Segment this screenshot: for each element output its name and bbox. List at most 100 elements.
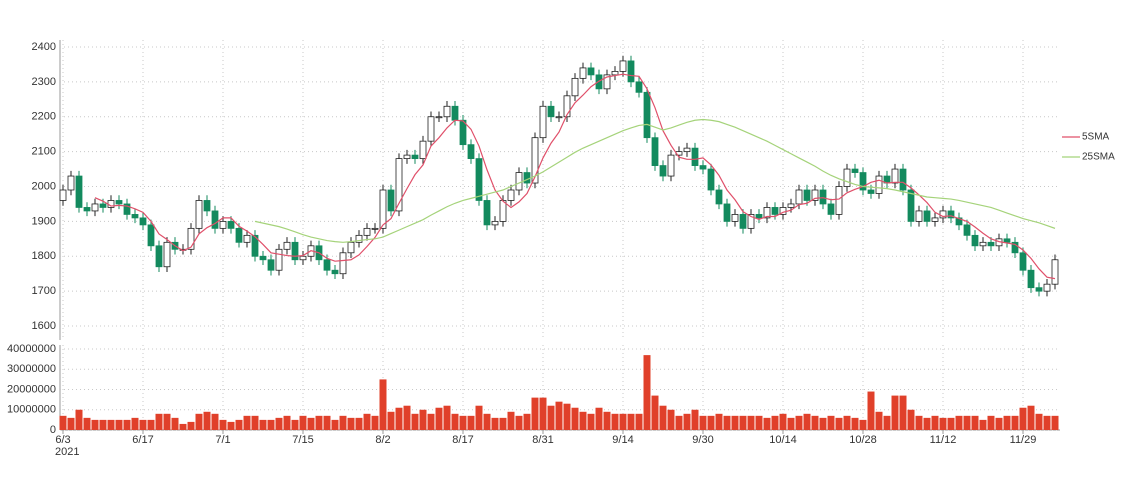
candle-body: [1011, 241, 1019, 254]
candle-body: [819, 189, 827, 205]
volume-bar: [75, 409, 83, 430]
candle-body: [915, 210, 923, 222]
volume-bar: [243, 415, 251, 430]
candle-body: [931, 217, 939, 222]
candle-body: [371, 227, 379, 230]
volume-bar: [91, 419, 99, 430]
candle-body: [91, 203, 99, 212]
candle-body: [395, 158, 403, 212]
x-tick-label: 10/28: [849, 434, 877, 446]
volume-bar: [651, 395, 659, 430]
y-tick-label: 2000: [32, 180, 56, 192]
volume-bar: [779, 413, 787, 430]
candle-body: [867, 189, 875, 194]
volume-bar: [355, 417, 363, 430]
volume-bar: [523, 413, 531, 430]
volume-bar: [819, 417, 827, 430]
volume-bar: [827, 415, 835, 430]
candle-body: [755, 214, 763, 219]
volume-bar: [1051, 415, 1059, 430]
volume-bar: [899, 395, 907, 430]
candle-body: [587, 67, 595, 76]
volume-bar: [379, 379, 387, 430]
volume-bar: [707, 415, 715, 430]
x-tick-label: 8/31: [532, 434, 553, 446]
candle-body: [723, 203, 731, 222]
volume-bar: [1043, 415, 1051, 430]
volume-bar: [851, 417, 859, 430]
volume-bar: [499, 417, 507, 430]
candle-body: [739, 214, 747, 229]
candle-body: [811, 189, 819, 201]
candle-body: [363, 227, 371, 236]
x-tick-label: 9/30: [692, 434, 713, 446]
candle-body: [387, 189, 395, 212]
y-tick-label: 1800: [32, 250, 56, 262]
candle-body: [899, 168, 907, 191]
volume-bar: [619, 413, 627, 430]
candle-body: [875, 175, 883, 194]
volume-bar: [563, 403, 571, 430]
candle-body: [475, 158, 483, 201]
candle-body: [331, 269, 339, 275]
candle-body: [411, 154, 419, 160]
volume-bar: [435, 407, 443, 430]
volume-bar: [531, 397, 539, 430]
volume-bar: [451, 413, 459, 430]
volume-bar: [1011, 415, 1019, 430]
volume-bar: [907, 409, 915, 430]
volume-bar: [1027, 405, 1035, 430]
volume-bar: [643, 355, 651, 430]
candle-body: [619, 60, 627, 72]
x-tick-label: 10/14: [769, 434, 797, 446]
x-tick-label: 6/3: [55, 434, 70, 446]
volume-bar: [115, 419, 123, 430]
volume-bar: [411, 413, 419, 430]
candle-body: [859, 172, 867, 191]
volume-bar: [459, 415, 467, 430]
candle-body: [707, 168, 715, 191]
candle-body: [963, 224, 971, 236]
x-tick-label: 7/15: [292, 434, 313, 446]
candle-body: [691, 147, 699, 166]
candle-body: [979, 241, 987, 247]
volume-bar: [267, 419, 275, 430]
candle-body: [683, 147, 691, 153]
candle-body: [339, 252, 347, 275]
volume-bar: [979, 419, 987, 430]
candle-body: [467, 144, 475, 160]
volume-bar: [155, 413, 163, 430]
volume-bar: [427, 413, 435, 430]
volume-bar: [315, 415, 323, 430]
volume-bar: [587, 413, 595, 430]
candle-body: [131, 214, 139, 219]
volume-bar: [739, 415, 747, 430]
candle-body: [955, 217, 963, 226]
volume-bar: [1035, 413, 1043, 430]
candle-body: [843, 168, 851, 187]
y-tick-label: 1600: [32, 320, 56, 332]
volume-bar: [795, 415, 803, 430]
candle-body: [147, 224, 155, 247]
candle-body: [787, 203, 795, 208]
volume-bar: [339, 415, 347, 430]
volume-bar: [843, 415, 851, 430]
volume-bar: [691, 409, 699, 430]
volume-bar: [547, 405, 555, 430]
volume-bar: [875, 411, 883, 430]
x-tick-label: 8/2: [375, 434, 390, 446]
volume-bar: [283, 415, 291, 430]
volume-bar: [483, 413, 491, 430]
candle-body: [795, 189, 803, 205]
y-tick-label: 2400: [32, 41, 56, 53]
volume-bar: [99, 419, 107, 430]
volume-bar: [467, 415, 475, 430]
candle-body: [67, 175, 75, 191]
candle-body: [571, 77, 579, 97]
volume-bar: [811, 415, 819, 430]
candle-body: [451, 105, 459, 121]
candle-body: [827, 203, 835, 215]
candle-body: [659, 165, 667, 177]
candle-body: [731, 214, 739, 222]
candle-body: [1027, 269, 1035, 289]
